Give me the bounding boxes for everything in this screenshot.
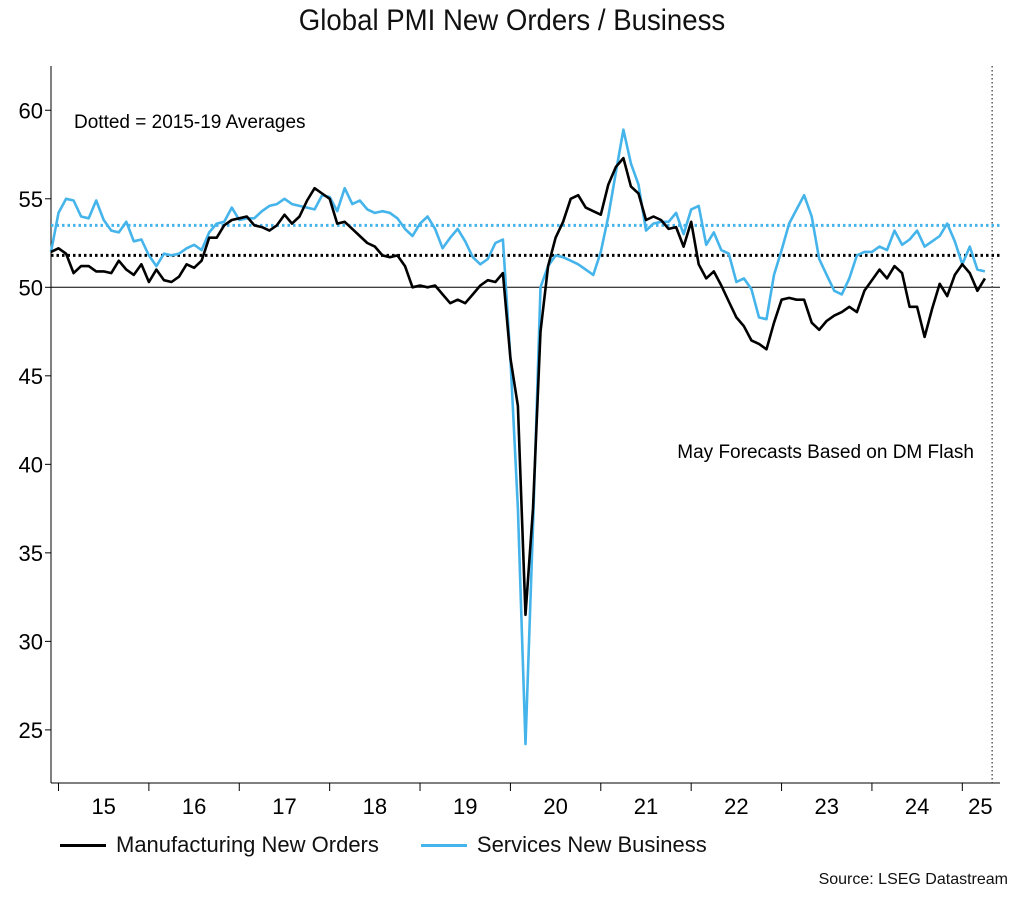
x-tick-label: 18: [363, 794, 387, 819]
legend-item-services: Services New Business: [420, 832, 707, 858]
series-layer: [49, 128, 987, 746]
chart-title: Global PMI New Orders / Business: [298, 4, 726, 37]
x-tick-label: 20: [543, 794, 567, 819]
y-tick-label: 30: [19, 629, 43, 654]
y-tick-label: 25: [19, 718, 43, 743]
manufacturing-series-line: [50, 156, 987, 617]
x-tick-label: 17: [272, 794, 296, 819]
legend-item-manufacturing: Manufacturing New Orders: [60, 832, 379, 858]
averages-note: Dotted = 2015-19 Averages: [74, 112, 306, 133]
x-tick-label: 15: [91, 794, 115, 819]
services-series-line: [49, 128, 986, 746]
source-note: Source: LSEG Datastream: [818, 871, 1008, 888]
x-tick-label: 21: [634, 794, 658, 819]
legend-swatch-manufacturing: [60, 843, 106, 847]
x-tick-label: 16: [182, 794, 206, 819]
axes: 25 30 35 40 45 50 55 60 15 16 17 18 19 20 21 22 23 24 25: [19, 66, 1000, 819]
y-tick-label: 55: [19, 187, 43, 212]
legend-label-manufacturing: Manufacturing New Orders: [116, 832, 379, 857]
reference-lines: [51, 66, 1000, 783]
y-tick-label: 50: [19, 275, 43, 300]
x-tick-label: 25: [968, 794, 992, 819]
y-tick-label: 35: [19, 541, 43, 566]
legend-label-services: Services New Business: [476, 832, 707, 857]
x-tick-label: 24: [905, 794, 929, 819]
x-tick-label: 19: [453, 794, 477, 819]
y-tick-label: 40: [19, 452, 43, 477]
x-tick-label: 22: [724, 794, 748, 819]
y-tick-label: 45: [19, 364, 43, 389]
legend-swatch-services: [420, 843, 467, 847]
x-tick-label: 23: [814, 794, 838, 819]
forecast-note: May Forecasts Based on DM Flash: [677, 442, 974, 463]
y-tick-label: 60: [19, 98, 43, 123]
legend: Manufacturing New Orders Services New Bu…: [60, 832, 749, 858]
